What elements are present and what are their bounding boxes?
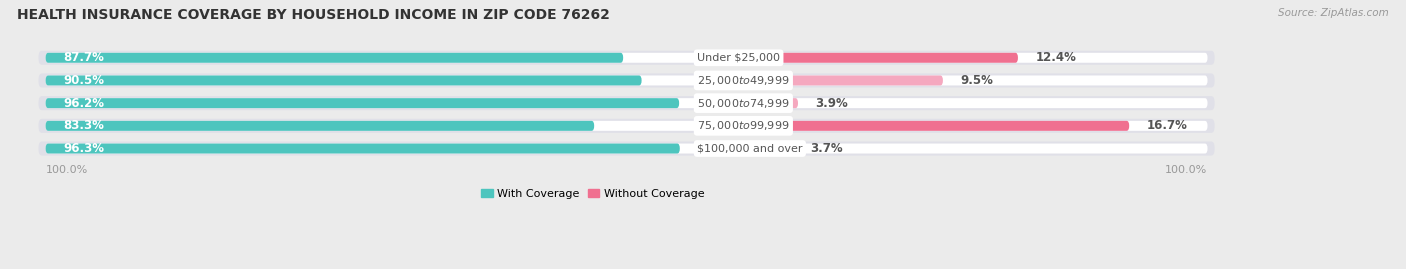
FancyBboxPatch shape (45, 121, 595, 131)
Legend: With Coverage, Without Coverage: With Coverage, Without Coverage (477, 184, 709, 203)
Text: 9.5%: 9.5% (960, 74, 994, 87)
FancyBboxPatch shape (38, 96, 1215, 110)
Text: 96.3%: 96.3% (63, 142, 104, 155)
FancyBboxPatch shape (45, 98, 679, 108)
Text: 96.2%: 96.2% (63, 97, 104, 110)
FancyBboxPatch shape (45, 144, 1208, 154)
FancyBboxPatch shape (697, 53, 1018, 63)
Text: HEALTH INSURANCE COVERAGE BY HOUSEHOLD INCOME IN ZIP CODE 76262: HEALTH INSURANCE COVERAGE BY HOUSEHOLD I… (17, 8, 610, 22)
Text: 16.7%: 16.7% (1147, 119, 1188, 132)
Text: 83.3%: 83.3% (63, 119, 104, 132)
FancyBboxPatch shape (697, 76, 943, 86)
Text: $50,000 to $74,999: $50,000 to $74,999 (697, 97, 790, 110)
FancyBboxPatch shape (38, 119, 1215, 133)
FancyBboxPatch shape (697, 121, 1129, 131)
FancyBboxPatch shape (45, 76, 641, 86)
Text: Under $25,000: Under $25,000 (697, 53, 780, 63)
FancyBboxPatch shape (45, 53, 623, 63)
FancyBboxPatch shape (45, 121, 1208, 131)
Text: 100.0%: 100.0% (1166, 165, 1208, 175)
Text: 87.7%: 87.7% (63, 51, 104, 64)
FancyBboxPatch shape (45, 53, 1208, 63)
Text: $25,000 to $49,999: $25,000 to $49,999 (697, 74, 790, 87)
FancyBboxPatch shape (697, 144, 793, 154)
FancyBboxPatch shape (697, 98, 799, 108)
FancyBboxPatch shape (45, 98, 1208, 108)
Text: 100.0%: 100.0% (45, 165, 87, 175)
Text: $75,000 to $99,999: $75,000 to $99,999 (697, 119, 790, 132)
Text: Source: ZipAtlas.com: Source: ZipAtlas.com (1278, 8, 1389, 18)
Text: 90.5%: 90.5% (63, 74, 104, 87)
FancyBboxPatch shape (45, 144, 681, 154)
Text: 12.4%: 12.4% (1036, 51, 1077, 64)
FancyBboxPatch shape (38, 141, 1215, 155)
FancyBboxPatch shape (38, 73, 1215, 87)
Text: 3.9%: 3.9% (815, 97, 848, 110)
FancyBboxPatch shape (38, 51, 1215, 65)
FancyBboxPatch shape (45, 76, 1208, 86)
Text: $100,000 and over: $100,000 and over (697, 144, 803, 154)
Text: 3.7%: 3.7% (810, 142, 844, 155)
